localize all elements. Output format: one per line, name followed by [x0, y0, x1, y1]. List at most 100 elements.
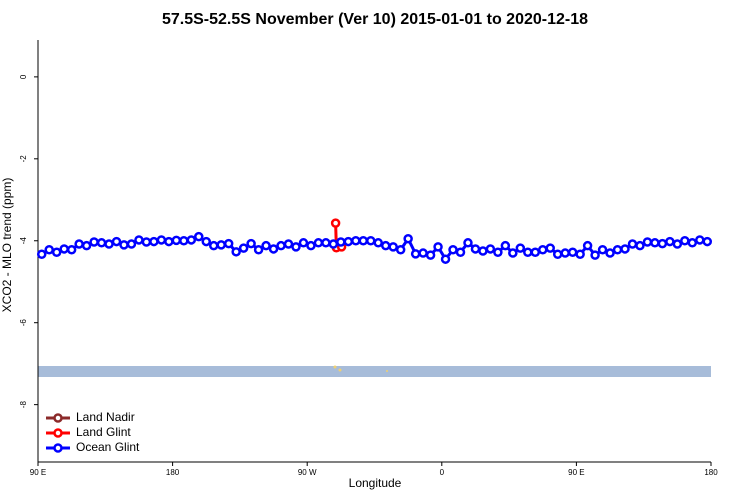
data-point [455, 247, 466, 257]
x-axis-label: Longitude [349, 476, 402, 490]
data-point [81, 240, 92, 251]
data-point [403, 233, 413, 244]
y-axis-label: XCO2 - MLO trend (ppm) [0, 178, 14, 313]
data-point [328, 239, 339, 249]
data-point [246, 238, 256, 249]
legend-label: Ocean Glint [76, 440, 140, 454]
data-point [216, 240, 226, 250]
data-point [493, 247, 503, 257]
legend-label: Land Nadir [76, 410, 135, 424]
data-point [523, 247, 533, 257]
data-point [702, 236, 713, 247]
data-point [66, 245, 77, 255]
data-point [291, 242, 301, 252]
x-tick-label: 180 [166, 468, 180, 477]
data-point [74, 239, 84, 249]
data-point [373, 238, 383, 248]
data-point [351, 236, 361, 246]
y-tick-label: -4 [19, 237, 28, 245]
y-tick-label: -6 [19, 319, 28, 327]
data-point [126, 239, 137, 249]
data-point [433, 242, 443, 252]
land-speck [386, 370, 388, 372]
land-speck [338, 368, 342, 372]
data-point [410, 249, 421, 259]
data-point [330, 218, 341, 228]
data-point [111, 236, 122, 247]
data-point [380, 240, 391, 251]
land-mask-band [38, 366, 711, 377]
data-point [141, 237, 152, 247]
x-tick-label: 0 [440, 468, 445, 477]
data-point [440, 254, 451, 264]
y-tick-label: -8 [19, 401, 28, 409]
data-point [261, 240, 271, 251]
data-point [179, 236, 189, 246]
data-point [567, 247, 578, 257]
data-point [612, 245, 623, 255]
data-point [321, 238, 331, 248]
data-point [119, 240, 129, 250]
data-point [418, 248, 428, 258]
data-point [358, 236, 369, 246]
data-point [388, 242, 398, 252]
data-point [59, 244, 69, 254]
y-tick-label: 0 [19, 74, 28, 79]
data-point [36, 249, 47, 260]
data-point [208, 240, 219, 251]
data-point [276, 240, 286, 251]
data-point [104, 239, 114, 249]
data-point [268, 244, 279, 254]
data-point [253, 245, 264, 255]
data-point [164, 236, 174, 247]
data-point [194, 231, 204, 242]
data-point [238, 243, 249, 253]
data-point [44, 245, 54, 255]
data-point [500, 240, 511, 251]
data-point [395, 245, 406, 255]
land-speck [333, 365, 337, 369]
data-point [687, 238, 698, 248]
data-point [680, 236, 690, 246]
data-point [590, 250, 600, 260]
x-tick-label: 90 E [568, 468, 584, 477]
data-point [515, 243, 526, 253]
legend-swatch [53, 413, 63, 423]
data-point [597, 245, 608, 255]
data-point [545, 243, 555, 253]
data-point [620, 244, 630, 254]
data-point [201, 236, 211, 247]
data-point [642, 237, 653, 247]
data-point [306, 240, 316, 251]
legend-swatch [53, 443, 63, 453]
data-point [627, 239, 638, 249]
data-point [186, 235, 197, 245]
data-point [134, 235, 144, 245]
data-point [538, 245, 548, 255]
data-point [223, 238, 234, 249]
y-tick-label: -2 [19, 155, 28, 163]
legend-swatch [53, 428, 63, 438]
data-point [231, 247, 241, 257]
data-point [650, 238, 660, 248]
legend-label: Land Glint [76, 425, 131, 439]
data-point [283, 239, 294, 249]
data-point [298, 238, 309, 248]
data-point [485, 244, 496, 254]
data-point [89, 237, 99, 247]
data-point [463, 238, 473, 248]
data-point [343, 236, 354, 247]
data-point [425, 250, 436, 260]
data-point [508, 248, 518, 258]
data-point [448, 245, 458, 255]
data-point [149, 236, 159, 247]
data-point [672, 239, 683, 249]
data-point [552, 249, 563, 260]
data-point [605, 248, 615, 258]
data-point [695, 235, 705, 245]
data-point [470, 244, 481, 254]
x-tick-label: 90 W [298, 468, 317, 477]
data-point [313, 238, 324, 248]
data-point [156, 235, 167, 245]
